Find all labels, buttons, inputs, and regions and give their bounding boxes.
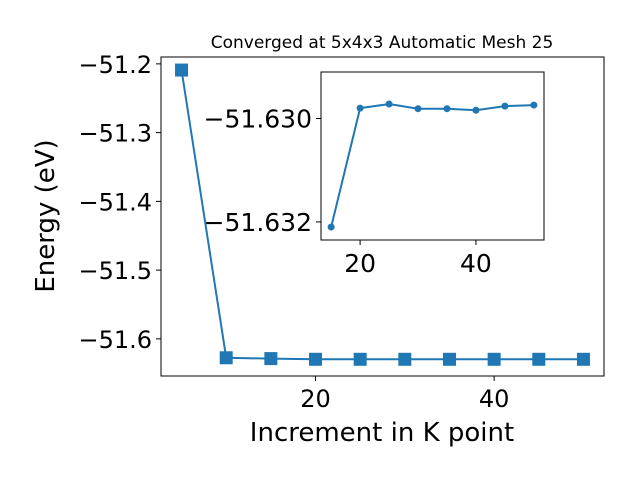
data-point xyxy=(398,352,412,366)
y-tick-label: −51.630 xyxy=(204,105,312,134)
data-point xyxy=(327,223,335,231)
x-axis-label: Increment in K point xyxy=(250,418,514,448)
data-point xyxy=(530,101,538,109)
chart-title: Converged at 5x4x3 Automatic Mesh 25 xyxy=(211,33,554,53)
main-series xyxy=(175,63,590,366)
series-line xyxy=(180,69,584,361)
y-tick-label: −51.6 xyxy=(78,326,152,354)
y-tick-label: −51.632 xyxy=(204,208,312,237)
x-tick-label: 20 xyxy=(300,385,331,413)
inset-plot-frame xyxy=(320,71,545,241)
inset-ticks: 20 40 −51.632 −51.630 xyxy=(204,105,492,278)
x-tick-label: 40 xyxy=(479,385,510,413)
data-point xyxy=(414,105,422,113)
inset-series xyxy=(327,100,538,231)
x-tick-label: 40 xyxy=(460,249,492,278)
main-plot-frame xyxy=(160,56,605,377)
x-tick-label: 20 xyxy=(344,249,376,278)
y-tick-label: −51.5 xyxy=(78,257,152,285)
data-point xyxy=(219,351,233,365)
data-point xyxy=(501,102,509,110)
data-point xyxy=(356,104,364,112)
data-point xyxy=(443,105,451,113)
data-point xyxy=(532,352,546,366)
data-point xyxy=(175,63,189,77)
data-point xyxy=(487,352,501,366)
series-line xyxy=(330,103,534,228)
data-point xyxy=(576,352,590,366)
y-axis-label: Energy (eV) xyxy=(31,139,61,292)
y-tick-label: −51.3 xyxy=(78,120,152,148)
data-point xyxy=(472,106,480,114)
y-tick-label: −51.2 xyxy=(78,51,152,79)
data-point xyxy=(442,352,456,366)
inset-background xyxy=(321,72,544,240)
data-point xyxy=(309,352,323,366)
data-point xyxy=(353,352,367,366)
y-tick-label: −51.4 xyxy=(78,188,152,216)
data-point xyxy=(385,100,393,108)
inset-plot: 20 40 −51.632 −51.630 xyxy=(204,71,545,278)
data-point xyxy=(264,352,278,366)
main-ticks: 20 40 −51.6 −51.5 −51.4 −51.3 −51.2 xyxy=(78,51,509,413)
main-plot: Converged at 5x4x3 Automatic Mesh 25 20 4… xyxy=(31,33,605,448)
